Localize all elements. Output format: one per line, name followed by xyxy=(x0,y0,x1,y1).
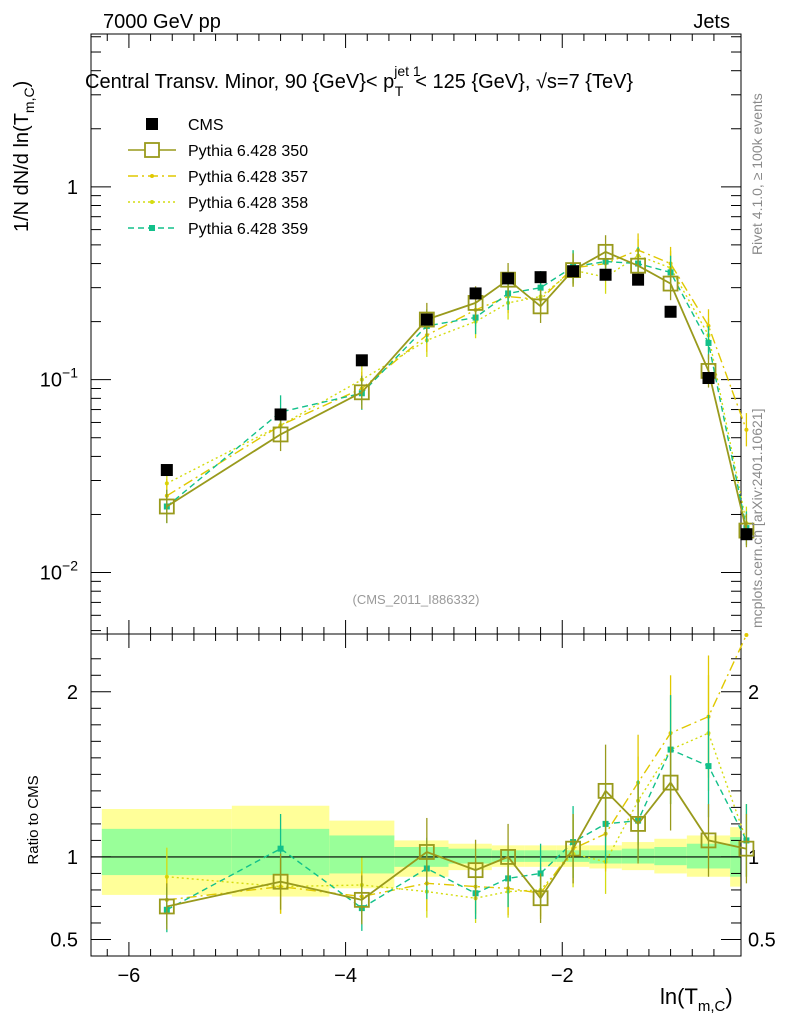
cms-point xyxy=(534,271,547,284)
point-p350 xyxy=(272,873,289,890)
header-left: 7000 GeV pp xyxy=(103,11,221,33)
legend-marker-p357 xyxy=(150,174,154,178)
cms-point xyxy=(274,408,287,421)
point-p350 xyxy=(158,898,175,915)
point-p350 xyxy=(418,311,435,328)
point-p357 xyxy=(744,633,749,637)
ratio-tick-label-right: 0.5 xyxy=(748,929,776,951)
ratio-tick-label-right: 1 xyxy=(748,847,759,869)
x-tick-label: −6 xyxy=(118,965,141,987)
cms-point xyxy=(469,287,482,300)
y-tick-exp: −1 xyxy=(62,365,78,381)
band-inner-bin xyxy=(654,847,687,866)
plot-frames xyxy=(90,33,742,957)
cms-point xyxy=(420,313,433,326)
point-p350 xyxy=(630,257,646,274)
series-line-p357 xyxy=(166,249,748,497)
plot-title: Central Transv. Minor, 90 {GeV}< pjet 1 T… xyxy=(85,63,633,99)
ratio-tick-label-right: 2 xyxy=(748,682,759,704)
title-part3: s=7 {TeV} xyxy=(547,71,634,93)
series-line-p359 xyxy=(166,260,748,529)
y-axis-label: 1/N dN/d ln(Tm,C) xyxy=(11,81,37,232)
title-sqrt: √ xyxy=(536,71,547,93)
legend-label-p357: Pythia 6.428 357 xyxy=(188,169,308,186)
legend-label-cms: CMS xyxy=(188,117,224,134)
point-p359 xyxy=(705,763,712,770)
point-p350 xyxy=(630,815,646,832)
legend-label-p358: Pythia 6.428 358 xyxy=(188,195,308,212)
series-line-p358 xyxy=(166,254,748,524)
point-p350 xyxy=(353,891,370,908)
cms-point xyxy=(664,305,677,318)
cms-point xyxy=(502,272,515,285)
legend-marker-p350 xyxy=(144,142,160,158)
y-tick-exp: −2 xyxy=(62,558,78,574)
title-sup: jet 1 xyxy=(393,63,421,79)
cms-point xyxy=(702,372,715,385)
ratio-tick-label-left: 0.5 xyxy=(50,929,78,951)
cms-point xyxy=(632,273,645,286)
title-part2: < 125 {GeV}, xyxy=(415,71,536,93)
point-p350 xyxy=(738,840,755,857)
point-p359 xyxy=(705,339,712,346)
legend-marker-p359 xyxy=(149,225,155,231)
series-line-p350 xyxy=(166,250,748,531)
ratio-plot-frame xyxy=(90,633,742,957)
point-p350 xyxy=(532,298,549,315)
point-p350 xyxy=(158,498,175,515)
cms-point xyxy=(567,265,580,278)
legend-label-p359: Pythia 6.428 359 xyxy=(188,221,308,238)
point-p350 xyxy=(597,243,614,260)
point-p350 xyxy=(565,840,581,857)
watermark: (CMS_2011_I886332) xyxy=(353,592,480,607)
point-p350 xyxy=(532,890,549,907)
point-p350 xyxy=(662,275,679,292)
mcplots-label: mcplots.cern.ch [arXiv:2401.10621] xyxy=(749,409,765,628)
x-tick-label: −4 xyxy=(334,965,357,987)
point-p357 xyxy=(706,323,711,328)
legend-label-p350: Pythia 6.428 350 xyxy=(188,143,308,160)
y-tick-label: 1 xyxy=(67,177,78,199)
title-part1: Central Transv. Minor, 90 {GeV}< p xyxy=(85,71,394,93)
point-p350 xyxy=(353,384,370,401)
y-tick-label: 10−1 xyxy=(40,365,78,392)
point-p350 xyxy=(272,426,289,443)
header-right: Jets xyxy=(693,11,730,33)
y-tick-label: 10−2 xyxy=(40,558,78,585)
point-p350 xyxy=(662,774,679,791)
main-series xyxy=(158,233,755,548)
x-axis-label: ln(Tm,C) xyxy=(660,984,733,1015)
legend: CMS Pythia 6.428 350 Pythia 6.428 357 Pythi… xyxy=(128,117,308,238)
point-p350 xyxy=(418,844,435,860)
point-p350 xyxy=(597,782,614,799)
cms-point xyxy=(599,268,612,281)
point-p350 xyxy=(467,862,484,879)
band-inner-bin xyxy=(448,848,492,864)
point-p357 xyxy=(744,427,749,432)
ratio-y-label: Ratio to CMS xyxy=(25,775,42,864)
cms-point xyxy=(355,354,368,367)
point-p359 xyxy=(537,284,544,291)
cms-point xyxy=(160,464,173,477)
y-tick-base: 10 xyxy=(40,563,62,585)
title-sub: T xyxy=(395,83,404,99)
cms-point xyxy=(740,528,753,541)
point-p350 xyxy=(700,832,717,849)
rivet-label: Rivet 4.1.0, ≥ 100k events xyxy=(749,93,765,255)
ratio-tick-label-left: 1 xyxy=(67,847,78,869)
y-tick-base: 10 xyxy=(40,370,62,392)
legend-marker-p358 xyxy=(150,200,154,204)
ratio-tick-label-left: 2 xyxy=(67,682,78,704)
point-p359 xyxy=(277,845,284,852)
x-tick-label: −2 xyxy=(551,965,574,987)
legend-marker-cms xyxy=(146,118,158,130)
point-p350 xyxy=(500,849,516,865)
ratio-series xyxy=(158,633,755,933)
